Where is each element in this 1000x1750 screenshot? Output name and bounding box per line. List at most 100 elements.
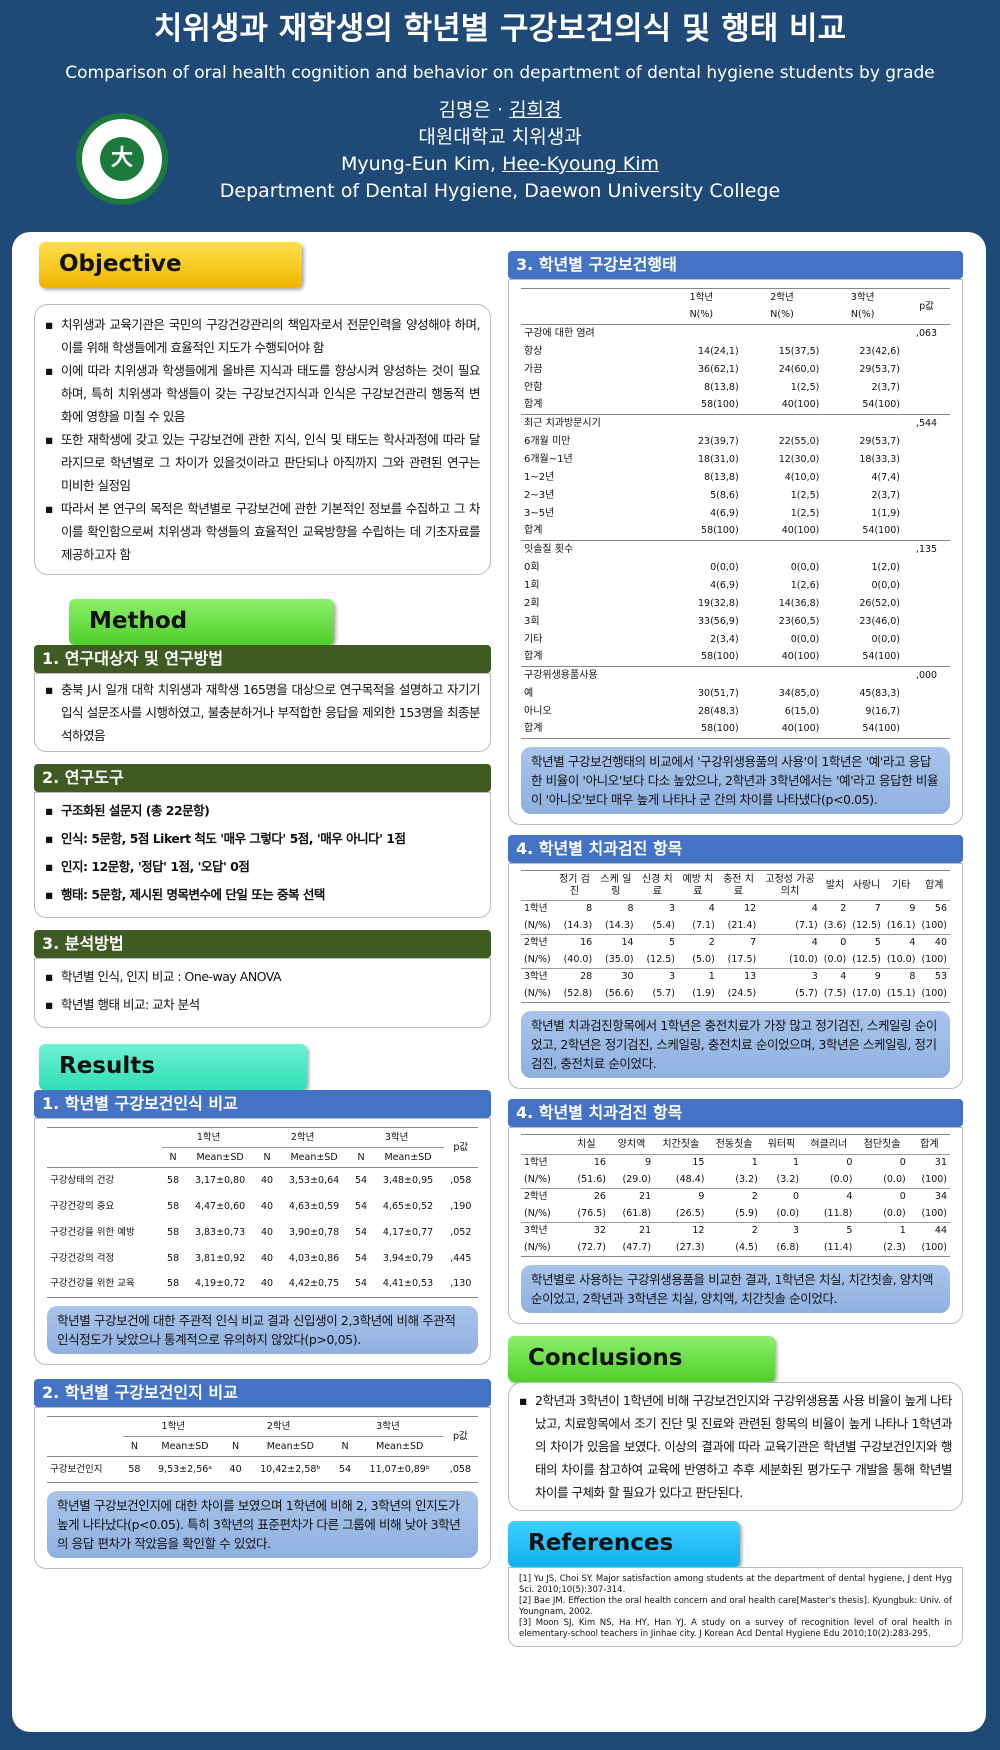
count-cell: 53 — [934, 971, 947, 983]
objective-header: Objective — [39, 242, 302, 288]
references-box: [1] Yu JS, Choi SY. Major satisfaction a… — [508, 1567, 963, 1647]
count-cell: 16 — [593, 1157, 606, 1169]
table-cell: 40(100) — [781, 723, 820, 735]
column-header: p값 — [919, 300, 934, 312]
group-row: 잇솔질 횟수 ,135 — [521, 540, 950, 559]
count-cell: 44 — [934, 1225, 947, 1237]
count-cell: 4 — [846, 1191, 853, 1203]
column-header: 2학년 — [290, 1131, 315, 1143]
column-header: 사랑니 — [852, 879, 881, 891]
percent-cell: (35.0) — [605, 953, 634, 965]
table-cell: 58 — [167, 1252, 180, 1264]
count-cell: 1 — [751, 1157, 758, 1169]
percent-cell: (72.7) — [577, 1241, 606, 1253]
table-cell: ,058 — [449, 1463, 471, 1475]
count-cell: 31 — [934, 1157, 947, 1169]
table-row: 구강상태의 건강 58 3,17±0,80 40 3,53±0,64 54 3,48±0,9… — [47, 1167, 478, 1194]
count-cell: 8 — [909, 971, 916, 983]
percent-cell: (5.9) — [735, 1207, 758, 1219]
table-cell: 40 — [229, 1463, 242, 1475]
column-header: 예방 치료 — [682, 873, 714, 897]
table-row: 6개월 미만 23(39,7) 22(55,0) 29(53,7) — [521, 433, 950, 451]
count-cell: 13 — [744, 971, 757, 983]
p-value: ,544 — [915, 417, 938, 429]
table-row: 1학년 16 9 15 1 1 0 0 31 — [521, 1154, 950, 1172]
table-cell: 54(100) — [862, 525, 901, 537]
table-row: (N/%) (76.5) (61.8) (26.5) (5.9) (0.0) (11.8) (… — [521, 1206, 950, 1223]
table-cell: 합계 — [524, 651, 543, 663]
percent-cell: (15.1) — [886, 987, 916, 999]
count-cell: 15 — [692, 1157, 705, 1169]
grade-label: 3학년 — [524, 971, 548, 983]
count-cell: 0 — [793, 1191, 800, 1203]
table-row: 아니오 28(48,3) 6(15,0) 9(16,7) — [521, 703, 950, 721]
column-header: 양치액 — [617, 1138, 646, 1150]
p-value: ,063 — [915, 327, 938, 339]
unit-label: (N/%) — [524, 1207, 551, 1219]
column-header: 합계 — [920, 1138, 939, 1150]
table-row: (N/%) (40.0) (35.0) (12.5) (5.0) (17.5) (10.0)… — [521, 952, 950, 969]
table-cell: 6개월~1년 — [524, 453, 573, 465]
table-row: 구강건강을 위한 예방 58 3,83±0,73 40 3,90±0,78 54 4,17±… — [47, 1220, 478, 1246]
table-cell — [903, 721, 950, 739]
count-table: 치실 양치액 치간칫솔 전동칫솔 워터픽 혀클리너 첨단칫솔 합계 1학년 16 9 15 1 1 0 0 31… — [521, 1134, 950, 1257]
table-cell: 14(24,1) — [698, 345, 739, 357]
count-cell: 9 — [645, 1157, 652, 1169]
right-column: 3. 학년별 구강보건행태 1학년 2학년 3학년 p값 N(%) N(%) N(%) 구강에… — [508, 251, 963, 1647]
percent-cell: (61.8) — [622, 1207, 652, 1219]
table-cell: 4(10,0) — [784, 471, 820, 483]
author: 김희경 — [509, 99, 562, 121]
table-cell: 30(51,7) — [698, 687, 739, 699]
table-cell: 3회 — [524, 615, 540, 627]
count-cell: 4 — [708, 903, 715, 915]
column-subheader: Mean±SD — [372, 1147, 444, 1168]
column-header: 고정성 가공의치 — [765, 873, 815, 897]
separator: · — [490, 99, 510, 121]
table-cell: 합계 — [524, 399, 543, 411]
table-cell: 58(100) — [701, 399, 739, 411]
table-cell: 4,47±0,60 — [194, 1200, 246, 1212]
table-cell: ,445 — [450, 1252, 472, 1264]
table-cell: 1~2년 — [524, 471, 555, 483]
table-cell: 28(48,3) — [698, 705, 739, 717]
table-header-row: 정기 검진 스케 일링 신경 치료 예방 치료 충전 치료 고정성 가공의치 발치 사랑니 기타… — [521, 870, 950, 901]
results-4-box: 정기 검진 스케 일링 신경 치료 예방 치료 충전 치료 고정성 가공의치 발치 사랑니 기타… — [508, 863, 963, 1089]
table-cell: 3,83±0,73 — [194, 1226, 246, 1238]
percent-cell: (11.4) — [823, 1241, 853, 1253]
unit-label: (N/%) — [524, 1241, 551, 1253]
count-cell: 26 — [593, 1191, 606, 1203]
percent-cell: (4.5) — [735, 1241, 758, 1253]
table-cell — [903, 685, 950, 703]
percent-cell: (17.5) — [727, 953, 757, 965]
table-cell: 1(2,6) — [790, 579, 820, 591]
left-column: Objective 치위생과 교육기관은 국민의 구강건강관리의 책임자로서 전… — [34, 242, 491, 1569]
results-3-summary: 학년별 구강보건행태의 비교에서 '구강위생용품의 사용'이 1학년은 '예'라… — [521, 747, 950, 814]
count-cell: 1 — [899, 1225, 906, 1237]
grade-label: 2학년 — [524, 937, 548, 949]
count-cell: 0 — [899, 1191, 906, 1203]
method-section-2-box: 구조화된 설문지 (총 22문항)인식: 5문항, 5점 Likert 척도 '… — [34, 792, 491, 918]
table-cell: 22(55,0) — [778, 435, 820, 447]
count-cell: 1 — [708, 971, 715, 983]
table-row: 1학년 8 8 3 4 12 4 2 7 9 56 — [521, 900, 950, 918]
table-row: 1~2년 8(13,8) 4(10,0) 4(7,4) — [521, 469, 950, 487]
conclusions-box: 2학년과 3학년이 1학년에 비해 구강보건인지와 구강위생용품 사용 비율이 … — [508, 1382, 963, 1511]
column-header: p값 — [452, 1430, 468, 1442]
table-row: 합계 58(100) 40(100) 54(100) — [521, 523, 950, 541]
affiliation-en: Department of Dental Hygiene, Daewon Uni… — [219, 180, 781, 202]
table-row: 예 30(51,7) 34(85,0) 45(83,3) — [521, 685, 950, 703]
table-cell: 26(52,0) — [859, 597, 901, 609]
table-cell: 40 — [261, 1226, 274, 1238]
column-subheader: Mean±SD — [247, 1436, 334, 1457]
table-cell: 5(8,6) — [710, 489, 739, 501]
percent-cell: (7.1) — [692, 919, 715, 931]
table-cell: ,190 — [450, 1200, 472, 1212]
percent-cell: (0.0) — [829, 1173, 853, 1185]
references-header: References — [508, 1521, 740, 1567]
group-row: 구강에 대한 염려 ,063 — [521, 324, 950, 343]
table-cell: 23(42,6) — [859, 345, 901, 357]
count-cell: 40 — [934, 937, 947, 949]
count-cell: 7 — [750, 937, 757, 949]
column-subheader: N — [223, 1436, 248, 1457]
count-cell: 3 — [811, 971, 818, 983]
